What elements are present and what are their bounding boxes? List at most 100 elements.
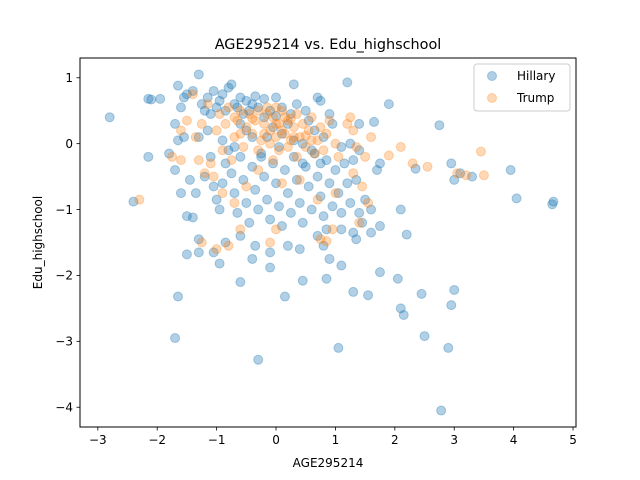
point-trump-6	[190, 132, 201, 143]
point-hillary-37	[300, 105, 311, 116]
point-hillary-30	[253, 102, 264, 113]
point-hillary-36	[291, 99, 302, 110]
point-hillary-156	[446, 158, 457, 169]
point-hillary-183	[193, 132, 204, 143]
point-trump-14	[220, 118, 231, 129]
point-trump-28	[262, 109, 273, 120]
point-hillary-2	[146, 94, 157, 105]
point-trump-41	[297, 118, 308, 129]
point-trump-0	[134, 194, 145, 205]
point-hillary-170	[282, 118, 293, 129]
point-hillary-117	[324, 253, 335, 264]
point-hillary-123	[235, 230, 246, 241]
point-trump-106	[348, 125, 359, 136]
point-hillary-14	[205, 109, 216, 120]
point-hillary-8	[181, 89, 192, 100]
point-hillary-7	[178, 92, 189, 103]
point-trump-53	[342, 118, 353, 129]
point-trump-7	[193, 155, 204, 166]
point-hillary-94	[321, 155, 332, 166]
point-hillary-157	[449, 174, 460, 185]
point-trump-78	[202, 99, 213, 110]
point-hillary-148	[446, 300, 457, 311]
point-hillary-178	[309, 125, 320, 136]
point-hillary-92	[315, 191, 326, 202]
point-hillary-73	[259, 171, 270, 182]
point-hillary-16	[211, 102, 222, 113]
point-hillary-153	[401, 229, 412, 240]
point-trump-101	[461, 170, 472, 181]
point-trump-105	[366, 132, 377, 143]
point-hillary-187	[297, 138, 308, 149]
point-trump-80	[217, 188, 228, 199]
legend-frame	[473, 63, 571, 112]
point-hillary-55	[205, 151, 216, 162]
point-hillary-166	[181, 249, 192, 260]
point-hillary-116	[318, 240, 329, 251]
point-hillary-82	[285, 207, 296, 218]
point-trump-93	[265, 237, 276, 248]
point-trump-30	[268, 112, 279, 123]
point-trump-85	[294, 174, 305, 185]
point-hillary-154	[410, 163, 421, 174]
point-trump-79	[208, 171, 219, 182]
point-hillary-90	[309, 148, 320, 159]
point-trump-54	[348, 168, 359, 179]
point-hillary-87	[300, 161, 311, 172]
point-hillary-191	[271, 110, 282, 121]
point-hillary-98	[333, 188, 344, 199]
point-hillary-112	[348, 227, 359, 238]
legend-marker-trump	[487, 93, 497, 103]
point-trump-36	[282, 115, 293, 126]
point-hillary-110	[374, 221, 385, 232]
point-trump-47	[315, 122, 326, 133]
point-hillary-137	[363, 290, 374, 301]
y-tick-label: −3	[55, 335, 73, 349]
point-hillary-34	[276, 102, 287, 113]
point-hillary-190	[241, 125, 252, 136]
point-trump-49	[321, 128, 332, 139]
point-trump-66	[268, 155, 279, 166]
point-hillary-151	[436, 405, 447, 416]
point-hillary-33	[271, 92, 282, 103]
point-hillary-10	[193, 69, 204, 80]
point-hillary-139	[392, 273, 403, 284]
point-trump-27	[259, 118, 270, 129]
legend-label-hillary: Hillary	[517, 69, 555, 83]
point-trump-16	[226, 155, 237, 166]
x-tick-label: 0	[272, 433, 280, 447]
point-trump-19	[235, 105, 246, 116]
point-hillary-159	[467, 171, 478, 182]
point-hillary-12	[199, 105, 210, 116]
point-hillary-118	[193, 234, 204, 245]
point-hillary-105	[354, 207, 365, 218]
x-tick-label: −1	[208, 433, 226, 447]
point-hillary-52	[190, 188, 201, 199]
point-trump-52	[333, 151, 344, 162]
point-hillary-179	[318, 132, 329, 143]
point-trump-71	[271, 118, 282, 129]
point-hillary-160	[505, 165, 516, 176]
point-trump-8	[196, 118, 207, 129]
point-hillary-101	[342, 178, 353, 189]
point-trump-69	[259, 128, 270, 139]
point-hillary-21	[226, 79, 237, 90]
point-hillary-103	[348, 155, 359, 166]
point-hillary-60	[220, 158, 231, 169]
point-hillary-63	[229, 188, 240, 199]
point-hillary-1	[143, 93, 154, 104]
point-trump-67	[276, 125, 287, 136]
point-hillary-115	[321, 224, 332, 235]
point-trump-48	[318, 145, 329, 156]
point-trump-58	[363, 197, 374, 208]
point-hillary-3	[155, 93, 166, 104]
point-trump-107	[262, 102, 273, 113]
point-hillary-119	[193, 247, 204, 258]
point-hillary-39	[315, 95, 326, 106]
point-trump-22	[244, 109, 255, 120]
point-hillary-188	[306, 145, 317, 156]
point-hillary-131	[247, 253, 258, 264]
point-hillary-32	[265, 105, 276, 116]
point-trump-5	[187, 89, 198, 100]
